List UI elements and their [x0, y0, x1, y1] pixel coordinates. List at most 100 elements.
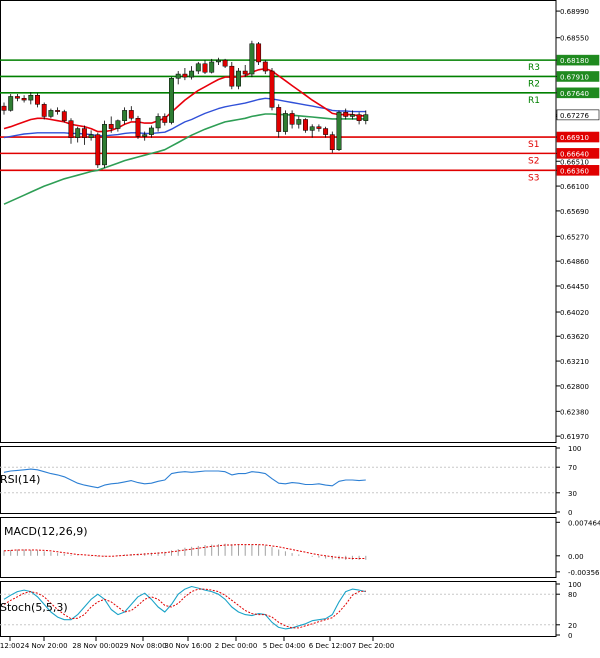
candle-body	[35, 95, 39, 104]
candle-body	[196, 64, 200, 71]
y-tick-label: 0.67276	[560, 112, 589, 120]
x-tick-label: 7 Dec 20:00	[352, 642, 395, 650]
y-tick-label: 0.67640	[560, 90, 589, 98]
candle-body	[109, 124, 113, 128]
candle-body	[176, 74, 180, 78]
y-tick-label: 0.63210	[560, 358, 589, 366]
level-label-r3: R3	[528, 63, 540, 73]
candle-body	[156, 116, 160, 128]
candle-body	[15, 96, 19, 98]
candle-body	[102, 124, 106, 165]
candle-body	[323, 129, 327, 135]
x-tick-label: 2 Dec 00:00	[215, 642, 258, 650]
candle-body	[297, 119, 301, 124]
candle-body	[149, 128, 153, 135]
y-tick-label: 0.68990	[560, 8, 589, 16]
y-tick-label: 0.64450	[560, 283, 589, 291]
level-label-r2: R2	[528, 79, 540, 89]
candle-body	[89, 135, 93, 138]
y-tick-label: 0.66910	[560, 134, 589, 142]
x-tick-label: 24 Nov 20:00	[20, 642, 67, 650]
candle-body	[62, 112, 66, 121]
candle-body	[122, 110, 126, 120]
candle-body	[210, 62, 214, 72]
y-tick-label: 0.64020	[560, 309, 589, 317]
candle-body	[236, 71, 240, 86]
x-tick-label: 12:00	[0, 642, 20, 650]
y-tick-label: 0.66360	[560, 167, 589, 175]
candle-body	[364, 115, 368, 121]
candle-body	[22, 98, 26, 100]
macd-tick-label: 0.007464	[568, 519, 600, 527]
candle-body	[310, 127, 314, 131]
candle-body	[256, 44, 260, 62]
candle-body	[163, 116, 167, 122]
candle-body	[270, 71, 274, 107]
level-label-r1: R1	[528, 96, 540, 106]
candle-body	[283, 113, 287, 131]
candle-body	[317, 127, 321, 129]
macd-tick-label: -0.003568	[568, 569, 600, 577]
candle-body	[136, 118, 140, 136]
candle-body	[303, 119, 307, 130]
candle-body	[243, 71, 247, 74]
x-tick-label: 29 Nov 08:00	[119, 642, 166, 650]
macd-tick-label: 0.00	[568, 553, 584, 561]
x-tick-label: 28 Nov 00:00	[72, 642, 119, 650]
stoch-tick-label: 100	[568, 581, 581, 589]
rsi-tick-label: 0	[568, 509, 572, 517]
level-label-s3: S3	[528, 173, 539, 183]
candle-body	[2, 106, 6, 110]
rsi-tick-label: 100	[568, 445, 581, 453]
candle-body	[216, 60, 220, 62]
candle-body	[203, 64, 207, 72]
candle-body	[230, 66, 234, 86]
y-tick-label: 0.68550	[560, 35, 589, 43]
candle-body	[69, 121, 73, 138]
candle-body	[357, 115, 361, 121]
level-label-s1: S1	[528, 140, 539, 150]
candle-body	[277, 107, 281, 131]
candle-body	[337, 112, 341, 150]
stoch-tick-label: 80	[568, 591, 577, 599]
candle-body	[344, 112, 348, 116]
candle-body	[96, 135, 100, 165]
candle-body	[29, 95, 33, 100]
rsi-tick-label: 30	[568, 490, 577, 498]
y-tick-label: 0.68180	[560, 57, 589, 65]
level-label-s2: S2	[528, 156, 539, 166]
y-tick-label: 0.61970	[560, 433, 589, 441]
candle-body	[169, 78, 173, 122]
candle-body	[9, 96, 13, 110]
y-tick-label: 0.67910	[560, 73, 589, 81]
candle-body	[330, 135, 334, 150]
candle-body	[143, 135, 147, 137]
candle-body	[49, 110, 53, 116]
rsi-tick-label: 70	[568, 464, 577, 472]
y-tick-label: 0.65270	[560, 233, 589, 241]
candle-body	[189, 71, 193, 77]
candle-body	[183, 74, 187, 77]
stoch-tick-label: 0	[568, 632, 572, 640]
y-tick-label: 0.66100	[560, 183, 589, 191]
stoch-label: Stoch(5,5,3)	[0, 601, 68, 614]
macd-label: MACD(12,26,9)	[4, 525, 88, 538]
candle-body	[82, 129, 86, 138]
y-tick-label: 0.65690	[560, 208, 589, 216]
y-tick-label: 0.63620	[560, 333, 589, 341]
stoch-tick-label: 20	[568, 622, 577, 630]
candle-body	[55, 110, 59, 111]
candle-body	[129, 110, 133, 118]
y-tick-label: 0.64860	[560, 258, 589, 266]
candle-body	[116, 121, 120, 129]
candle-body	[42, 104, 46, 116]
candle-body	[350, 115, 354, 117]
candle-body	[290, 113, 294, 124]
candle-body	[263, 62, 267, 71]
candle-body	[223, 60, 227, 66]
y-tick-label: 0.62800	[560, 383, 589, 391]
y-tick-label: 0.66640	[560, 150, 589, 158]
x-tick-label: 5 Dec 04:00	[263, 642, 306, 650]
